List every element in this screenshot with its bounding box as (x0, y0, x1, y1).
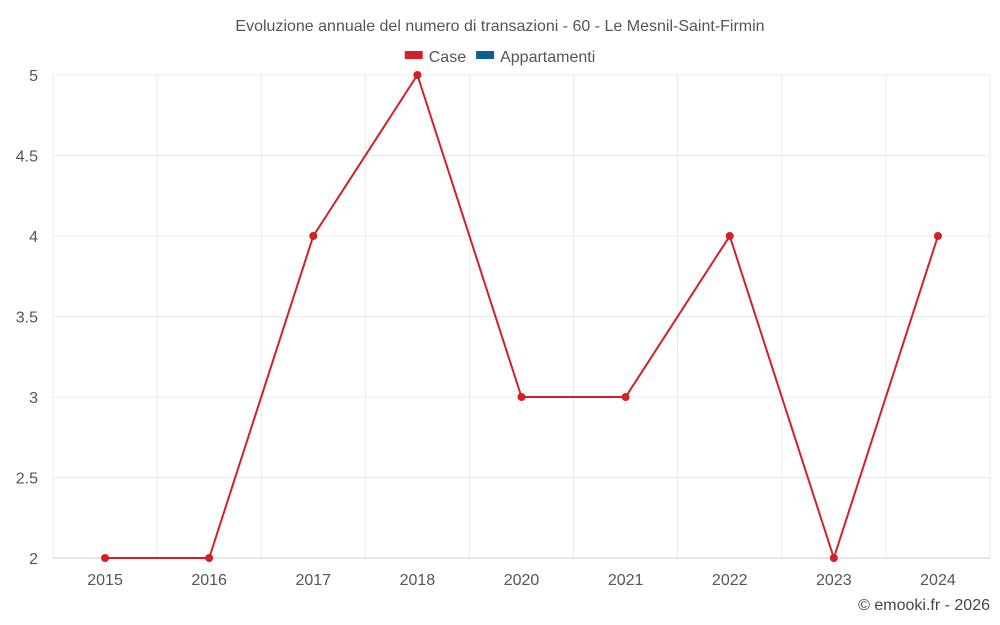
data-point (413, 71, 422, 79)
data-point (725, 232, 734, 240)
x-tick-label: 2017 (295, 572, 331, 589)
legend-label: Case (429, 49, 466, 66)
data-point (101, 554, 110, 562)
y-tick-label: 4 (29, 229, 38, 246)
x-tick-label: 2024 (920, 572, 956, 589)
legend-swatch (476, 51, 495, 59)
y-tick-label: 3.5 (16, 310, 38, 327)
data-point (829, 554, 838, 562)
data-point (205, 554, 214, 562)
series-group (101, 71, 942, 562)
data-point (933, 232, 942, 240)
y-axis: 2 2.5 3 3.5 4 4.5 5 (16, 68, 38, 568)
y-tick-label: 2.5 (16, 471, 38, 488)
y-tick-label: 2 (29, 551, 38, 568)
chart-title: Evoluzione annuale del numero di transaz… (235, 18, 764, 35)
x-tick-label: 2015 (87, 572, 123, 589)
x-tick-label: 2020 (504, 572, 540, 589)
y-tick-label: 4.5 (16, 149, 38, 166)
data-point (621, 393, 630, 401)
legend-item-case: Case (404, 49, 466, 66)
x-tick-label: 2018 (400, 572, 436, 589)
grid (52, 74, 991, 559)
x-axis: 2015 2016 2017 2018 2020 2021 2022 2023 2024 (87, 572, 956, 589)
x-tick-label: 2022 (712, 572, 748, 589)
y-tick-label: 3 (29, 390, 38, 407)
legend-swatch (404, 51, 423, 59)
x-tick-label: 2023 (816, 572, 852, 589)
x-tick-label: 2021 (608, 572, 644, 589)
x-tick-label: 2016 (191, 572, 227, 589)
legend: Case Appartamenti (404, 49, 595, 66)
data-point (517, 393, 526, 401)
credit-text: © emooki.fr - 2026 (858, 597, 990, 614)
legend-label: Appartamenti (500, 49, 595, 66)
data-point (309, 232, 318, 240)
y-tick-label: 5 (29, 68, 38, 85)
legend-item-appartamenti: Appartamenti (476, 49, 595, 66)
